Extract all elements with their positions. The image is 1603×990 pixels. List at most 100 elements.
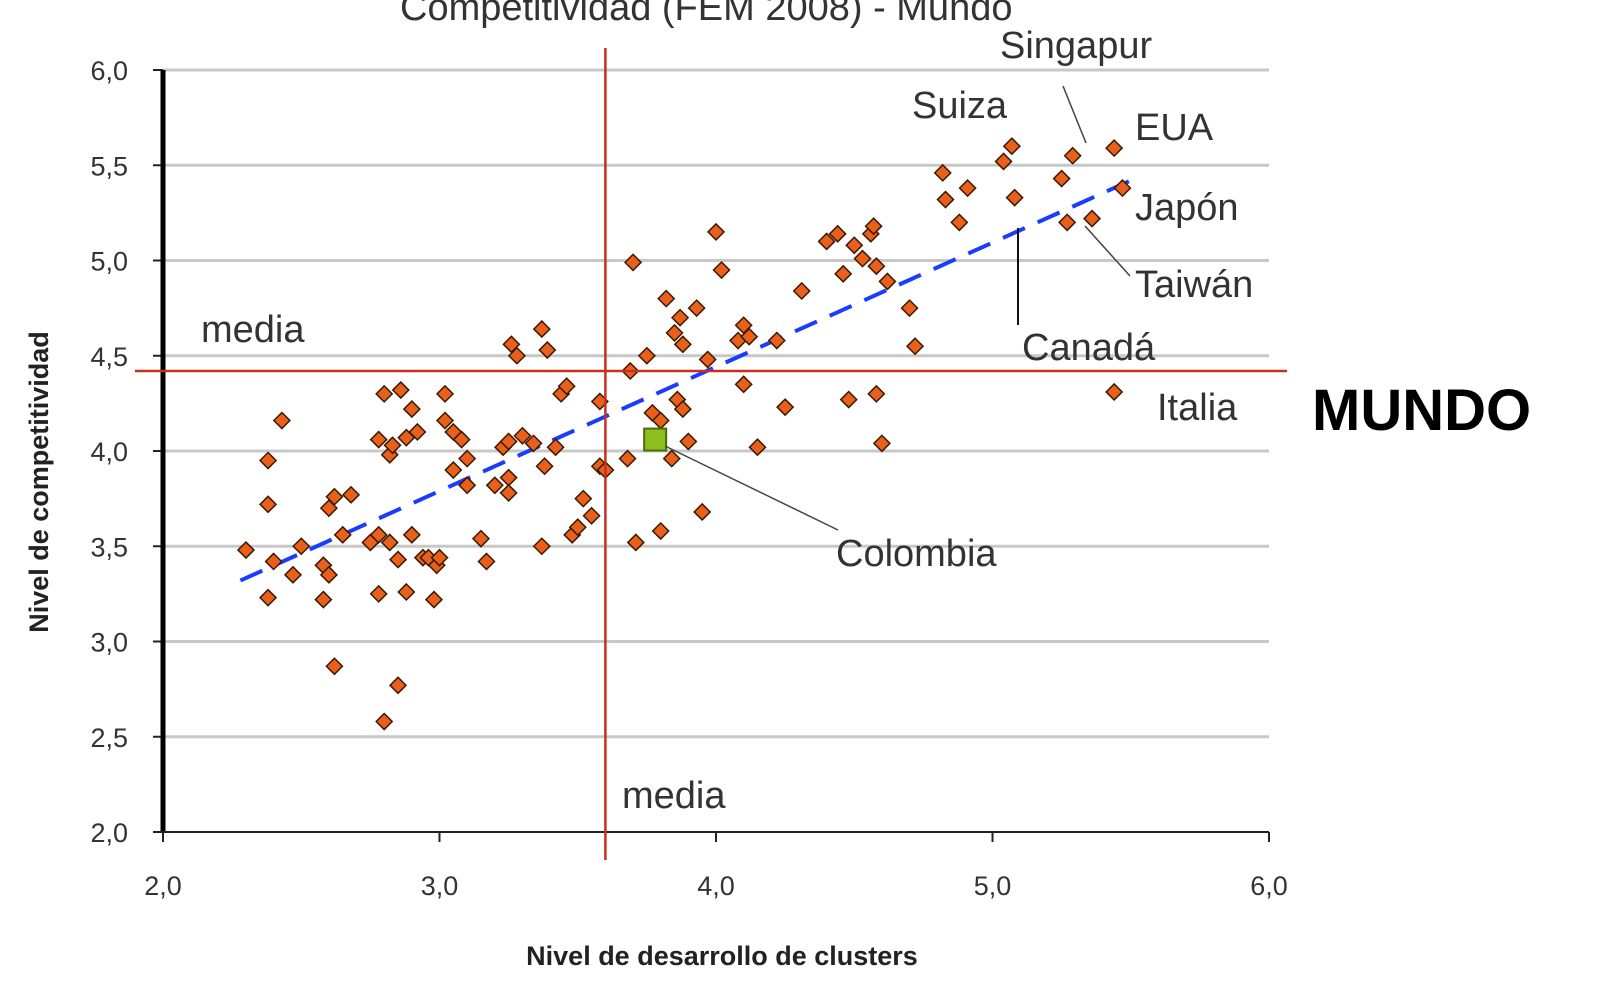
data-point: [501, 485, 517, 501]
data-point: [266, 553, 282, 569]
data-point: [437, 386, 453, 402]
data-point: [390, 677, 406, 693]
data-point: [537, 458, 553, 474]
leader-lines: [665, 86, 1130, 530]
data-point: [343, 487, 359, 503]
data-point: [708, 224, 724, 240]
data-point: [1007, 190, 1023, 206]
data-point: [404, 401, 420, 417]
data-point: [855, 251, 871, 267]
data-point: [548, 439, 564, 455]
data-point: [293, 538, 309, 554]
data-point: [376, 386, 392, 402]
x-tick-label: 5,0: [974, 871, 1012, 901]
singapur-label: Singapur: [1000, 25, 1152, 67]
data-point: [473, 531, 489, 547]
media-vertical-label: media: [622, 775, 726, 817]
data-point: [459, 451, 475, 467]
x-tick-label: 6,0: [1250, 871, 1288, 901]
data-point: [846, 237, 862, 253]
taiwan-label: Taiwán: [1135, 264, 1253, 306]
data-point: [575, 491, 591, 507]
data-point: [404, 527, 420, 543]
data-point: [680, 433, 696, 449]
data-point: [769, 333, 785, 349]
y-tick-label: 3,5: [90, 532, 128, 562]
data-point: [487, 477, 503, 493]
y-tick-label: 4,0: [90, 437, 128, 467]
y-tick-label: 3,0: [90, 628, 128, 658]
data-point: [736, 376, 752, 392]
singapur-leader: [1063, 86, 1086, 143]
x-tick-label: 2,0: [144, 871, 182, 901]
data-point: [260, 453, 276, 469]
data-point: [689, 300, 705, 316]
data-point: [1106, 140, 1122, 156]
data-point: [672, 310, 688, 326]
data-point: [376, 714, 392, 730]
data-point: [426, 592, 442, 608]
data-point: [794, 283, 810, 299]
data-point: [841, 392, 857, 408]
data-point: [620, 451, 636, 467]
data-point: [260, 590, 276, 606]
data-point: [835, 266, 851, 282]
data-point: [902, 300, 918, 316]
y-axis-ticks: 2,0 2,5 3,0 3,5 4,0 4,5 5,0 5,5 6,0: [90, 56, 163, 848]
data-point: [501, 470, 517, 486]
y-tick-label: 2,5: [90, 723, 128, 753]
data-point: [1004, 138, 1020, 154]
x-axis-title: Nivel de desarrollo de clusters: [526, 941, 918, 971]
data-point: [238, 542, 254, 558]
colombia-label: Colombia: [836, 533, 997, 575]
data-point: [1065, 148, 1081, 164]
y-tick-label: 2,0: [90, 818, 128, 848]
data-point: [664, 451, 680, 467]
data-point: [907, 338, 923, 354]
data-point: [285, 567, 301, 583]
data-point: [628, 534, 644, 550]
chart-title: Competitividad (FEM 2008) - Mundo: [400, 0, 1012, 29]
data-point: [777, 399, 793, 415]
data-point: [625, 254, 641, 270]
data-point: [1059, 214, 1075, 230]
x-tick-label: 4,0: [697, 871, 735, 901]
data-point: [326, 658, 342, 674]
data-point: [534, 321, 550, 337]
trend-line: [240, 180, 1130, 580]
data-point: [1106, 384, 1122, 400]
data-point: [479, 553, 495, 569]
data-point: [393, 382, 409, 398]
data-point: [315, 592, 331, 608]
data-point: [335, 527, 351, 543]
data-point: [274, 413, 290, 429]
y-tick-label: 5,5: [90, 151, 128, 181]
mundo-label: MUNDO: [1312, 378, 1531, 443]
data-point: [996, 153, 1012, 169]
data-point: [960, 180, 976, 196]
data-point: [694, 504, 710, 520]
data-point: [445, 462, 461, 478]
data-point: [951, 214, 967, 230]
data-point: [534, 538, 550, 554]
colombia-marker: [644, 429, 666, 451]
data-point: [1054, 171, 1070, 187]
y-tick-label: 5,0: [90, 247, 128, 277]
data-point: [658, 291, 674, 307]
x-tick-label: 3,0: [421, 871, 459, 901]
eua-label: EUA: [1135, 107, 1214, 149]
data-point: [1084, 211, 1100, 227]
data-point: [639, 348, 655, 364]
japon-label: Japón: [1135, 187, 1239, 229]
suiza-label: Suiza: [912, 85, 1008, 127]
media-horizontal-label: media: [201, 309, 305, 351]
data-point: [937, 192, 953, 208]
italia-label: Italia: [1157, 387, 1238, 429]
colombia-leader: [665, 446, 838, 530]
y-axis-title: Nivel de competitividad: [24, 331, 54, 633]
data-point: [260, 496, 276, 512]
data-point: [874, 435, 890, 451]
data-point: [584, 508, 600, 524]
gridlines: [163, 70, 1269, 737]
